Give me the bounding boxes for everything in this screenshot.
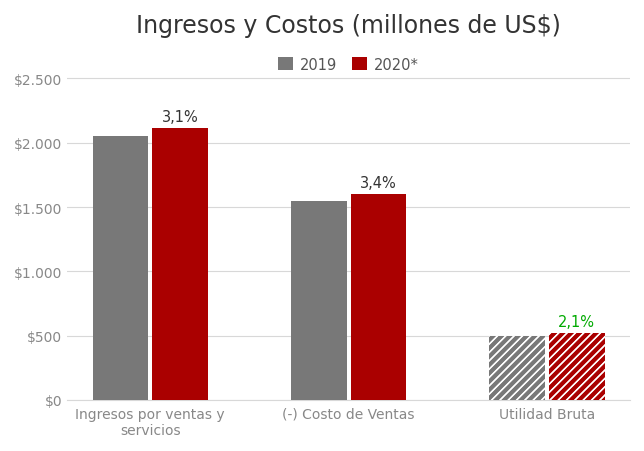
Text: 3,1%: 3,1%	[162, 110, 198, 125]
Text: 3,4%: 3,4%	[360, 175, 397, 190]
Bar	[489, 336, 545, 400]
Text: 2,1%: 2,1%	[558, 314, 595, 330]
Bar	[489, 336, 545, 400]
Title: Ingresos y Costos (millones de US$): Ingresos y Costos (millones de US$)	[136, 14, 561, 38]
Bar	[549, 333, 605, 400]
Bar	[350, 194, 406, 400]
Bar	[549, 333, 605, 400]
Bar	[291, 201, 346, 400]
Legend: 2019, 2020*: 2019, 2020*	[278, 57, 419, 72]
Bar	[152, 129, 208, 400]
Bar	[93, 137, 148, 400]
